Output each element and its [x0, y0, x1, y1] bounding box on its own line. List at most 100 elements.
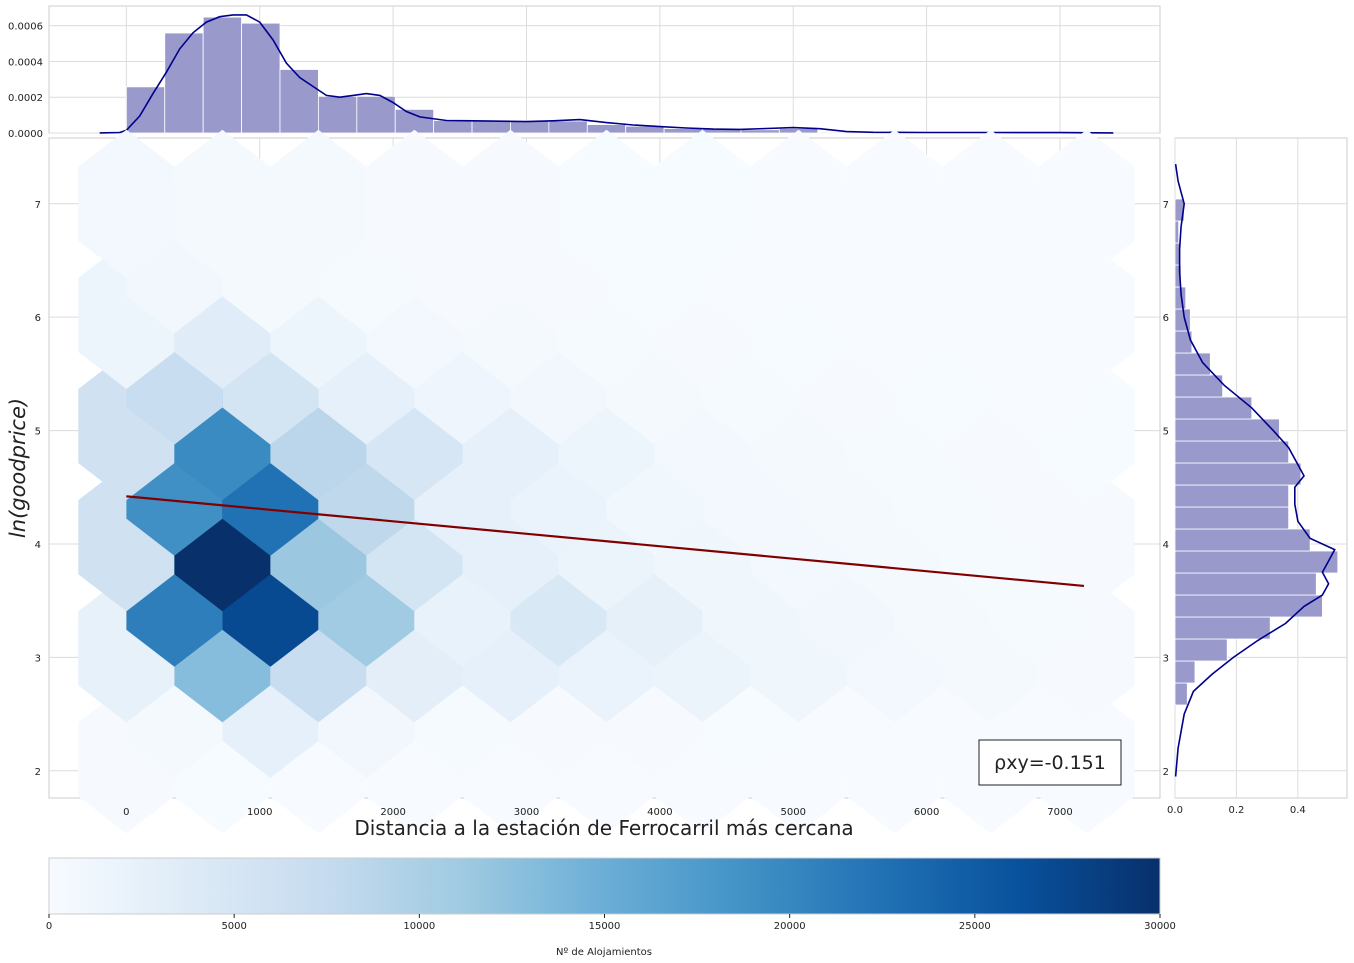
top-histogram-bar — [241, 22, 281, 134]
hexbin-cell — [270, 129, 367, 278]
hexbin-cell — [174, 129, 271, 278]
top-histogram-bar — [164, 32, 204, 134]
main-hexbin-plot: 0 1000 2000 3000 4000 5000 6000 7000 2 3 4 5 6 7 Dis… — [6, 129, 1161, 840]
annotation-frame — [978, 739, 1122, 786]
colorbar-tick-label: 5000 — [221, 921, 246, 932]
right-histogram-bar — [1174, 682, 1188, 706]
right-histogram-bar — [1174, 440, 1290, 464]
correlation-annotation: ρxy=-0.151 — [994, 752, 1106, 774]
right-marginal-x-tick-labels: 0.0 0.2 0.4 — [1167, 805, 1306, 816]
right-y-tick-label: 6 — [1163, 313, 1169, 324]
main-y-tick-label: 7 — [35, 200, 41, 211]
right-histogram-bar — [1174, 374, 1224, 398]
top-histogram-bar — [548, 120, 588, 134]
top-histogram-bar — [125, 86, 166, 134]
right-histogram-bar — [1174, 616, 1271, 640]
right-x-tick-label: 0.0 — [1167, 805, 1183, 816]
right-histogram-bar — [1174, 550, 1339, 574]
main-x-tick-label: 7000 — [1047, 807, 1072, 818]
main-x-tick-label: 6000 — [914, 807, 939, 818]
hexbin-cell — [78, 129, 175, 278]
right-histogram-bar — [1174, 528, 1311, 552]
right-histogram-bar — [1174, 352, 1211, 376]
colorbar-tick-label: 20000 — [774, 921, 806, 932]
main-x-tick-label: 3000 — [514, 807, 539, 818]
right-y-tick-label: 7 — [1163, 200, 1169, 211]
hexbin-cell — [558, 129, 655, 278]
right-marginal-y-tick-labels: 2 3 4 5 6 7 — [1163, 200, 1169, 778]
colorbar-tick-label: 15000 — [589, 921, 621, 932]
main-y-tick-label: 3 — [35, 653, 41, 664]
hexbin-cell — [1038, 129, 1135, 278]
right-histogram-bar — [1174, 484, 1290, 508]
right-marginal-kde-line — [1174, 163, 1336, 777]
right-histogram-bar — [1174, 660, 1196, 684]
hexbin-cell — [750, 129, 847, 278]
colorbar: 0 5000 10000 15000 20000 25000 30000 Nº de Alo… — [46, 857, 1176, 958]
x-axis-label: Distancia a la estación de Ferrocarril m… — [354, 816, 853, 840]
top-y-tick-label: 0.0000 — [8, 129, 43, 140]
hexbin-cell — [462, 129, 559, 278]
top-histogram-bar — [433, 120, 473, 134]
hexbin-cells — [78, 129, 1135, 834]
regression-line — [126, 495, 1085, 588]
right-x-tick-label: 0.4 — [1290, 805, 1306, 816]
hexbin-cell — [846, 129, 943, 278]
right-x-tick-label: 0.2 — [1228, 805, 1244, 816]
correlation-annotation-box: ρxy=-0.151 — [978, 739, 1122, 786]
top-y-tick-label: 0.0002 — [8, 93, 43, 104]
right-histogram-bar — [1174, 572, 1317, 596]
colorbar-gradient — [48, 857, 1161, 915]
main-x-tick-label: 2000 — [380, 807, 405, 818]
right-histogram-bar — [1174, 594, 1323, 618]
hexbin-cell — [654, 129, 751, 278]
top-histogram-bar — [356, 95, 396, 134]
y-axis-label: ln(goodprice) — [6, 398, 30, 538]
right-histogram-bar — [1174, 462, 1302, 486]
top-y-tick-label: 0.0004 — [8, 57, 43, 68]
top-histogram-bar — [740, 129, 780, 134]
main-x-tick-label: 5000 — [780, 807, 805, 818]
main-y-tick-label: 2 — [35, 767, 41, 778]
main-x-tick-label: 1000 — [247, 807, 272, 818]
colorbar-tick-labels: 0 5000 10000 15000 20000 25000 30000 — [46, 914, 1176, 932]
top-y-tick-label: 0.0006 — [8, 22, 43, 33]
colorbar-tick-label: 25000 — [959, 921, 991, 932]
top-histogram-bar — [318, 95, 358, 134]
colorbar-label: Nº de Alojamientos — [556, 947, 652, 958]
right-y-tick-label: 4 — [1163, 540, 1169, 551]
right-histogram-bar — [1174, 396, 1253, 420]
main-y-tick-label: 5 — [35, 427, 41, 438]
main-y-tick-label: 4 — [35, 540, 41, 551]
right-y-tick-label: 2 — [1163, 767, 1169, 778]
right-marginal-bars — [1174, 198, 1339, 706]
right-y-tick-label: 5 — [1163, 427, 1169, 438]
right-histogram-bar — [1174, 418, 1280, 442]
top-marginal-kde-line — [99, 14, 1114, 134]
main-x-tick-label: 4000 — [647, 807, 672, 818]
right-y-tick-label: 3 — [1163, 653, 1169, 664]
colorbar-tick-label: 10000 — [403, 921, 435, 932]
right-histogram-bar — [1174, 220, 1180, 244]
colorbar-tick-label: 0 — [46, 921, 52, 932]
top-histogram-bar — [202, 16, 242, 134]
colorbar-tick-label: 30000 — [1144, 921, 1176, 932]
top-histogram-bar — [471, 120, 511, 134]
right-histogram-bar — [1174, 198, 1185, 222]
top-histogram-bar — [394, 108, 435, 134]
main-y-tick-label: 6 — [35, 313, 41, 324]
right-histogram-bar — [1174, 506, 1290, 530]
top-marginal-bars — [125, 16, 1088, 134]
right-histogram-bar — [1174, 638, 1228, 662]
right-marginal-histogram: 0.0 0.2 0.4 2 3 4 5 6 7 — [1163, 137, 1348, 816]
top-histogram-bar — [510, 120, 550, 134]
main-x-tick-labels: 0 1000 2000 3000 4000 5000 6000 7000 — [123, 807, 1073, 818]
top-marginal-y-tick-labels: 0.0000 0.0002 0.0004 0.0006 — [8, 22, 43, 140]
main-y-tick-labels: 2 3 4 5 6 7 — [35, 200, 41, 778]
hexbin-cell — [366, 129, 463, 278]
main-x-tick-label: 0 — [123, 807, 129, 818]
right-histogram-bar — [1174, 308, 1191, 332]
hexbin-cell — [942, 129, 1039, 278]
